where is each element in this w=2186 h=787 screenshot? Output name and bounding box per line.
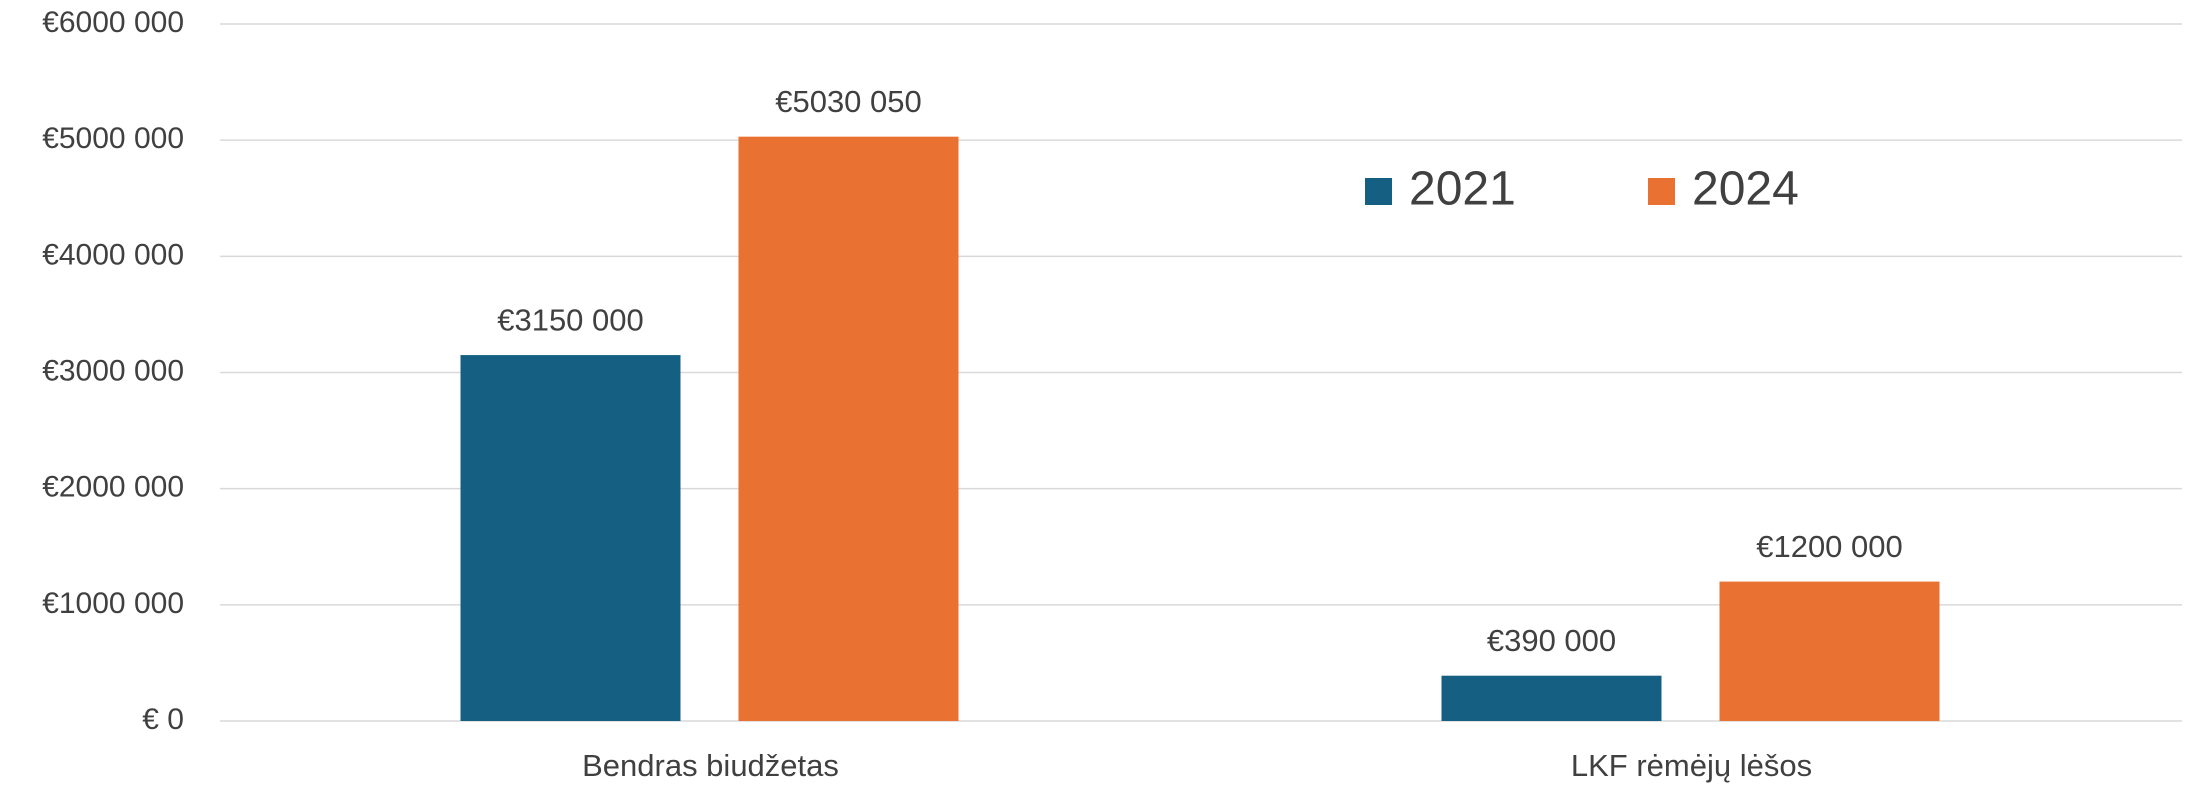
- legend-label: 2021: [1409, 163, 1516, 216]
- y-tick-label: €5000 000: [42, 122, 184, 155]
- x-tick-label: Bendras biudžetas: [582, 748, 839, 783]
- data-label: €1200 000: [1756, 529, 1903, 564]
- legend-label: 2024: [1692, 163, 1799, 216]
- bar: [738, 136, 959, 722]
- y-tick-label: €4000 000: [42, 238, 184, 271]
- bar: [1441, 675, 1662, 721]
- legend-swatch: [1365, 178, 1392, 205]
- bar: [1719, 581, 1940, 721]
- y-tick-label: € 0: [142, 703, 184, 736]
- data-label: €5030 050: [775, 84, 922, 119]
- y-tick-label: €1000 000: [42, 587, 184, 620]
- bar: [460, 355, 681, 721]
- y-tick-label: €2000 000: [42, 471, 184, 504]
- x-tick-label: LKF rėmėjų lėšos: [1571, 748, 1812, 783]
- legend-swatch: [1648, 178, 1675, 205]
- data-label: €3150 000: [497, 302, 644, 337]
- y-tick-label: €3000 000: [42, 354, 184, 387]
- data-label: €390 000: [1487, 623, 1616, 658]
- y-tick-label: €6000 000: [42, 6, 184, 39]
